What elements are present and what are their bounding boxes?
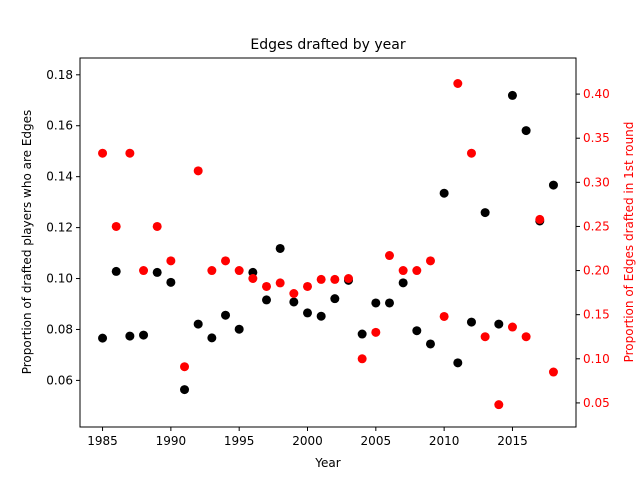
- first-round-edge-point: [303, 281, 313, 291]
- edge-proportion-point: [234, 324, 244, 334]
- x-tick-label: 2005: [361, 434, 392, 448]
- right-y-tick-label: 0.40: [583, 87, 610, 101]
- edge-proportion-point: [412, 326, 422, 336]
- edge-proportion-point: [275, 243, 285, 253]
- first-round-edge-point: [398, 266, 408, 276]
- first-round-edge-point: [466, 148, 476, 158]
- first-round-edge-point: [412, 266, 422, 276]
- edge-proportion-point: [166, 277, 176, 287]
- left-y-tick-label: 0.12: [46, 221, 73, 235]
- edge-proportion-point: [111, 266, 121, 276]
- first-round-edge-point: [180, 362, 190, 372]
- data-points: [98, 79, 558, 410]
- x-tick-label: 1990: [156, 434, 187, 448]
- edge-proportion-point: [425, 339, 435, 349]
- edge-proportion-point: [316, 311, 326, 321]
- first-round-edge-point: [453, 79, 463, 88]
- edge-proportion-point: [180, 385, 190, 395]
- first-round-edge-point: [507, 322, 517, 332]
- edge-proportion-point: [289, 297, 299, 307]
- first-round-edge-point: [425, 256, 435, 266]
- first-round-edge-point: [330, 274, 340, 284]
- edge-proportion-point: [521, 126, 531, 136]
- x-tick-label: 2010: [429, 434, 460, 448]
- first-round-edge-point: [535, 214, 545, 224]
- edge-proportion-point: [480, 208, 490, 218]
- edge-proportion-point: [398, 278, 408, 288]
- left-y-tick-label: 0.08: [46, 322, 73, 336]
- edge-proportion-point: [221, 310, 231, 320]
- x-tick-label: 1985: [87, 434, 118, 448]
- plot-area: [79, 57, 577, 428]
- first-round-edge-point: [275, 278, 285, 288]
- first-round-edge-point: [207, 266, 217, 276]
- first-round-edge-point: [357, 354, 367, 364]
- first-round-edge-point: [193, 166, 203, 176]
- first-round-edge-point: [384, 251, 394, 261]
- first-round-edge-point: [221, 256, 231, 266]
- x-tick-label: 2015: [497, 434, 528, 448]
- edge-proportion-point: [303, 308, 313, 318]
- first-round-edge-point: [262, 281, 272, 291]
- left-y-tick-label: 0.06: [46, 373, 73, 387]
- chart-title: Edges drafted by year: [250, 37, 405, 53]
- first-round-edge-point: [139, 266, 149, 276]
- first-round-edge-point: [166, 256, 176, 266]
- left-y-axis-ticks: 0.06 0.08 0.10 0.12 0.14 0.16 0.18: [46, 68, 80, 387]
- edge-proportion-point: [384, 298, 394, 308]
- edge-proportion-point: [439, 188, 449, 198]
- first-round-edge-point: [248, 274, 258, 283]
- right-y-tick-label: 0.25: [583, 219, 610, 233]
- right-y-tick-label: 0.05: [583, 396, 610, 410]
- first-round-edge-point: [371, 327, 381, 337]
- edge-proportion-point: [330, 294, 340, 304]
- edge-proportion-point: [466, 317, 476, 327]
- edge-proportion-point: [139, 330, 149, 340]
- edge-proportion-point: [507, 90, 517, 100]
- first-round-edge-point: [111, 221, 121, 231]
- edge-proportion-point: [152, 267, 162, 277]
- right-y-tick-label: 0.30: [583, 175, 610, 189]
- edge-proportion-point: [548, 180, 558, 190]
- right-y-tick-label: 0.15: [583, 308, 610, 322]
- x-tick-label: 2000: [292, 434, 323, 448]
- edge-proportion-point: [193, 319, 203, 329]
- left-y-tick-label: 0.10: [46, 272, 73, 286]
- edge-proportion-point: [207, 333, 217, 343]
- first-round-edge-point: [343, 274, 353, 283]
- edge-proportion-point: [98, 333, 108, 343]
- x-axis-ticks: 1985 1990 1995 2000 2005 2010 2015: [87, 427, 528, 448]
- edge-proportion-point: [262, 295, 272, 305]
- first-round-edge-point: [289, 289, 299, 298]
- first-round-edge-point: [439, 311, 449, 321]
- first-round-edge-point: [521, 332, 531, 342]
- x-tick-label: 1995: [224, 434, 255, 448]
- edge-proportion-point: [125, 331, 135, 341]
- right-y-tick-label: 0.20: [583, 264, 610, 278]
- edge-proportion-point: [357, 329, 367, 339]
- left-y-tick-label: 0.18: [46, 68, 73, 82]
- edge-proportion-point: [494, 319, 504, 329]
- first-round-edge-point: [480, 332, 490, 342]
- right-y-tick-label: 0.10: [583, 352, 610, 366]
- first-round-edge-point: [494, 400, 504, 410]
- first-round-edge-point: [234, 266, 244, 276]
- left-y-tick-label: 0.16: [46, 119, 73, 133]
- first-round-edge-point: [316, 274, 326, 284]
- first-round-edge-point: [152, 221, 162, 231]
- right-y-axis-label: Proportion of Edges drafted in 1st round: [622, 122, 636, 363]
- first-round-edge-point: [98, 148, 108, 158]
- edge-proportion-point: [371, 298, 381, 308]
- right-y-axis-ticks: 0.05 0.10 0.15 0.20 0.25 0.30 0.35 0.40: [576, 87, 610, 410]
- left-y-tick-label: 0.14: [46, 170, 73, 184]
- x-axis-label: Year: [314, 456, 340, 470]
- right-y-tick-label: 0.35: [583, 131, 610, 145]
- edge-proportion-point: [453, 358, 463, 368]
- first-round-edge-point: [125, 148, 135, 158]
- first-round-edge-point: [548, 367, 558, 377]
- left-y-axis-label: Proportion of drafted players who are Ed…: [20, 110, 34, 375]
